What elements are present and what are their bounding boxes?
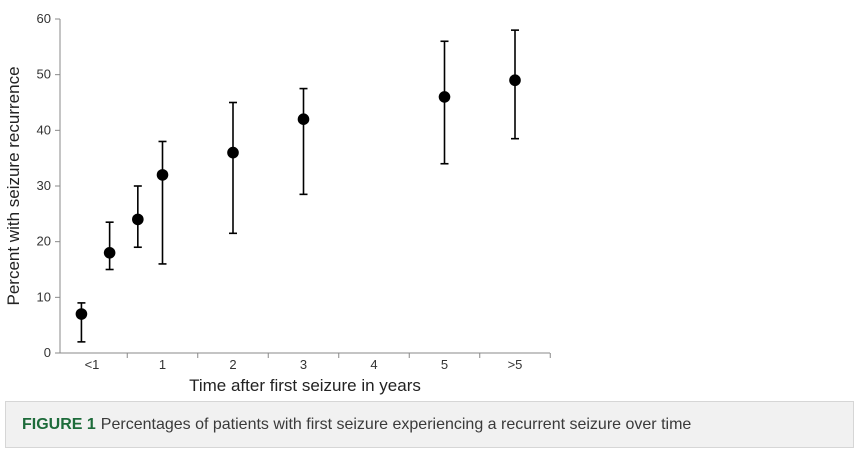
data-point — [132, 213, 144, 226]
caption-text: Percentages of patients with first seizu… — [100, 415, 692, 433]
y-tick-label: 50 — [37, 67, 51, 82]
seizure-recurrence-chart: 0 10 20 30 40 50 60 <1 1 2 3 4 5 >5 Time after first s… — [4, 11, 551, 395]
y-tick-label: 20 — [37, 234, 51, 249]
y-tick-label: 60 — [37, 11, 51, 26]
y-tick-label: 0 — [44, 345, 51, 360]
x-tick-label: 3 — [300, 357, 307, 372]
x-tick-label: 1 — [159, 357, 166, 372]
data-point — [103, 247, 116, 259]
data-point — [438, 91, 451, 103]
data-point — [75, 308, 88, 320]
y-tick-label: 30 — [37, 178, 51, 193]
y-axis-title: Percent with seizure recurrence — [4, 66, 23, 305]
x-axis-title: Time after first seizure in years — [189, 376, 421, 395]
x-tick-label: 4 — [370, 357, 377, 372]
chart-area: 0 10 20 30 40 50 60 <1 1 2 3 4 5 >5 Time after first s… — [4, 11, 551, 395]
data-point — [227, 146, 239, 159]
data-point — [509, 74, 521, 87]
y-tick-label: 40 — [37, 122, 51, 137]
x-tick-label: 2 — [229, 357, 236, 372]
x-tick-label: 5 — [441, 357, 448, 372]
y-tick-label: 10 — [37, 289, 51, 304]
x-tick-label: >5 — [508, 357, 523, 372]
caption-label: FIGURE 1 — [22, 415, 96, 433]
figure-caption: FIGURE 1 Percentages of patients with fi… — [5, 401, 854, 448]
data-point — [156, 169, 169, 181]
data-point — [297, 113, 310, 125]
x-tick-label: <1 — [85, 357, 100, 372]
